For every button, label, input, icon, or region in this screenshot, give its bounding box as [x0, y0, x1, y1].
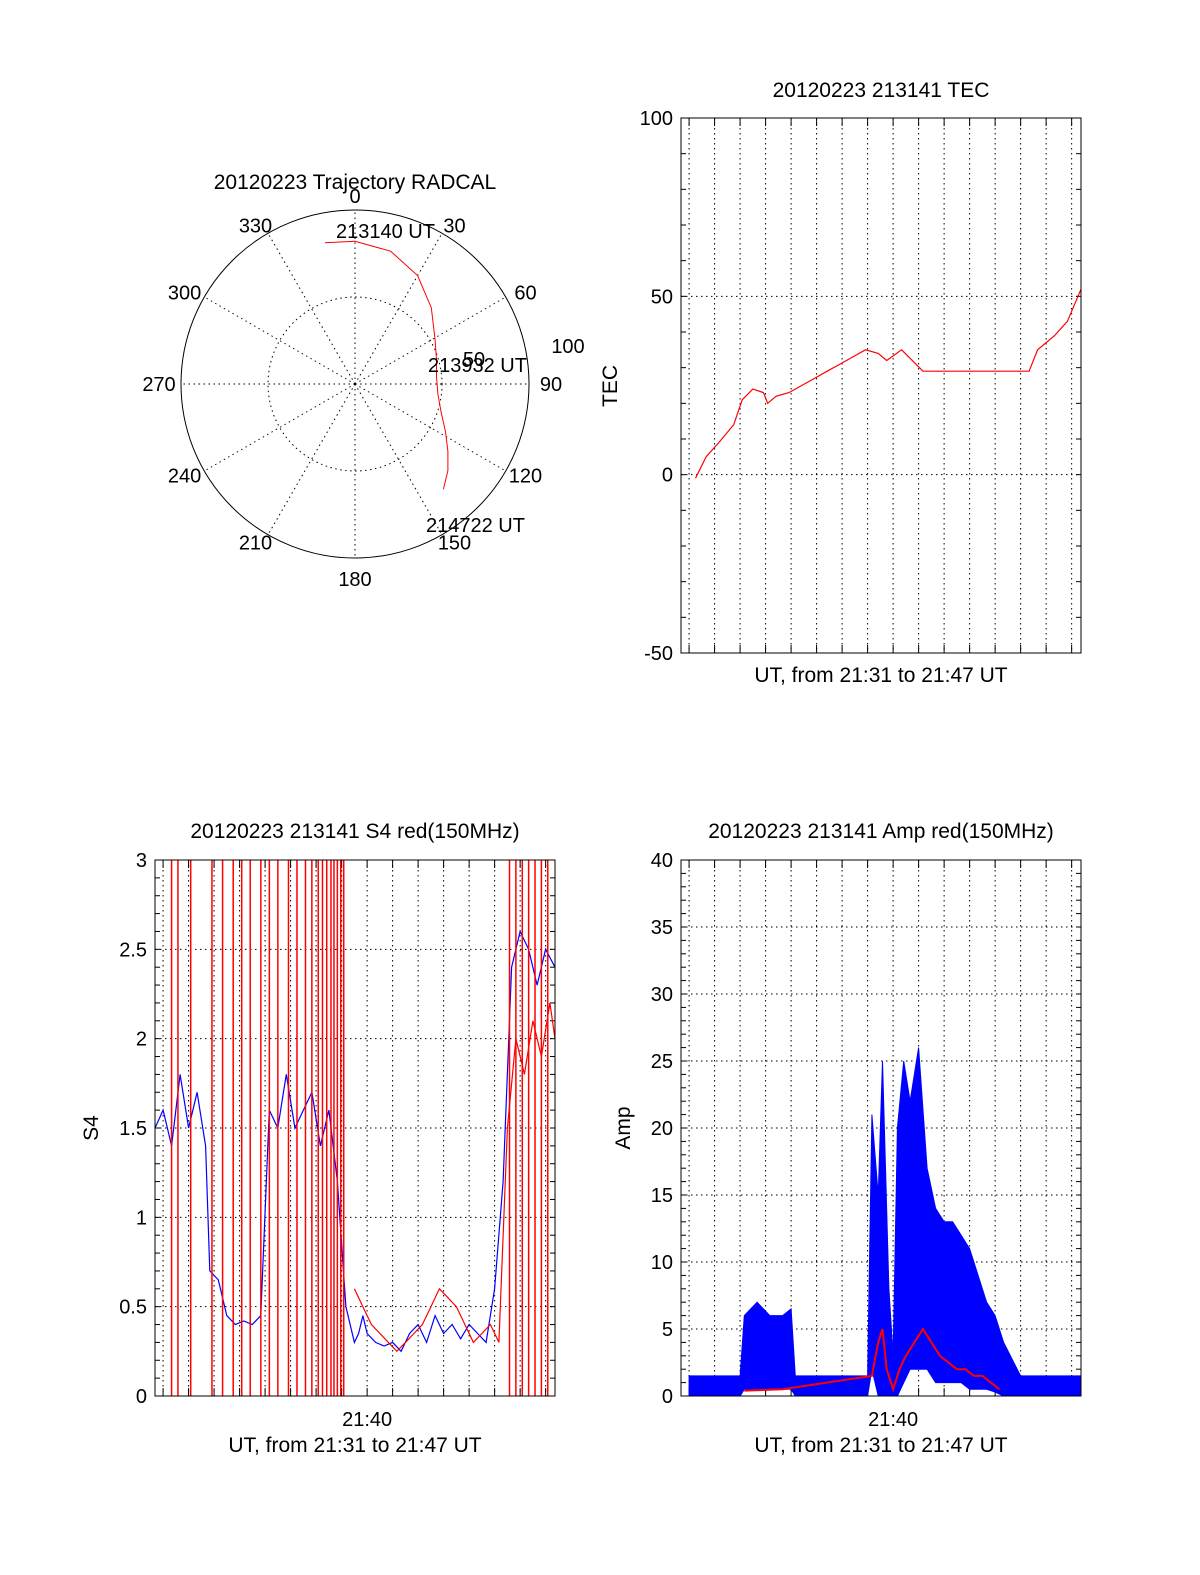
polar-spoke-30	[354, 233, 443, 385]
s4-blue-series-line	[154, 929, 556, 1353]
polar-azimuth-label-330: 330	[239, 216, 272, 238]
s4-x-tick-label: 21:40	[342, 1409, 392, 1431]
polar-azimuth-label-120: 120	[509, 466, 542, 488]
s4-plot-frame	[154, 859, 556, 1397]
polar-azimuth-label-180: 180	[338, 569, 371, 591]
polar-spoke-240	[204, 383, 356, 472]
polar-spoke-330	[267, 233, 356, 385]
polar-ring-50	[267, 296, 443, 472]
s4-y-tick-labels: 0 0.5 1 1.5 2 2.5 3	[119, 850, 147, 1408]
amp-ytick-label-2: 10	[651, 1252, 673, 1274]
polar-spoke-300	[204, 296, 356, 385]
amp-chart: 20120223 213141 Amp red(150MHz) 0 5 10 15 20…	[612, 820, 1082, 1457]
tec-chart: 20120223 213141 TEC -50 0 50 100 UT, from 2…	[599, 79, 1082, 687]
amp-plot-frame	[680, 859, 1082, 1397]
s4-ytick-label-6: 3	[136, 850, 147, 872]
polar-chart-title: 20120223 Trajectory RADCAL	[214, 171, 497, 194]
tec-y-axis-label: TEC	[599, 365, 622, 407]
polar-azimuth-label-240: 240	[168, 466, 201, 488]
s4-ytick-label-3: 1.5	[119, 1118, 147, 1140]
polar-spoke-210	[267, 383, 356, 535]
polar-spoke-150	[354, 383, 443, 535]
s4-gridlines	[155, 860, 555, 1396]
amp-ytick-label-3: 15	[651, 1185, 673, 1207]
polar-azimuth-label-210: 210	[239, 532, 272, 554]
amp-x-axis-label: UT, from 21:31 to 21:47 UT	[754, 1434, 1007, 1457]
polar-outer-ring	[180, 209, 530, 559]
tec-ytick-label-0: -50	[644, 643, 673, 665]
tec-minor-ticks	[681, 117, 1081, 654]
tec-y-tick-labels: -50 0 50 100	[640, 108, 673, 665]
polar-azimuth-label-60: 60	[514, 283, 536, 305]
polar-azimuth-label-300: 300	[168, 283, 201, 305]
polar-annotation-mid: 213932 UT	[428, 355, 527, 377]
polar-trajectory-track	[324, 240, 449, 490]
amp-ytick-label-6: 30	[651, 984, 673, 1006]
polar-spoke-60	[354, 296, 506, 385]
polar-spokes	[181, 210, 529, 558]
s4-chart: 20120223 213141 S4 red(150MHz) 0 0.5 1 1.5 2…	[80, 820, 556, 1457]
s4-minor-ticks	[155, 859, 555, 1397]
amp-blue-series-band	[688, 1047, 1082, 1397]
amp-chart-title: 20120223 213141 Amp red(150MHz)	[708, 820, 1054, 843]
polar-radial-label-100: 100	[551, 336, 584, 358]
s4-y-axis-label: S4	[80, 1115, 103, 1141]
polar-azimuth-labels: 0 30 60 90 120 150 180 210 240 270 300 330	[142, 186, 562, 591]
s4-ytick-label-2: 1	[136, 1207, 147, 1229]
tec-series-line	[694, 288, 1082, 479]
polar-annotation-end: 214722 UT	[426, 515, 525, 537]
s4-chart-title: 20120223 213141 S4 red(150MHz)	[190, 820, 519, 843]
tec-ytick-label-1: 0	[662, 465, 673, 487]
amp-ytick-label-1: 5	[662, 1319, 673, 1341]
s4-ytick-label-1: 0.5	[119, 1297, 147, 1319]
polar-trajectory-chart: 20120223 Trajectory RADCAL 0 30 60 90 120 150…	[142, 171, 584, 591]
polar-azimuth-label-150: 150	[438, 532, 471, 554]
s4-ytick-label-4: 2	[136, 1029, 147, 1051]
tec-chart-title: 20120223 213141 TEC	[773, 79, 990, 102]
amp-ytick-label-4: 20	[651, 1118, 673, 1140]
amp-y-axis-label: Amp	[612, 1106, 635, 1149]
polar-azimuth-label-30: 30	[443, 216, 465, 238]
polar-radial-label-50: 50	[463, 349, 485, 371]
polar-spoke-120	[354, 383, 506, 472]
polar-azimuth-label-90: 90	[540, 374, 562, 396]
s4-red-series-line	[353, 1002, 556, 1353]
amp-red-series-line	[744, 1327, 1001, 1393]
polar-azimuth-label-270: 270	[142, 374, 175, 396]
amp-ytick-label-0: 0	[662, 1386, 673, 1408]
tec-gridlines	[681, 118, 1081, 653]
s4-x-axis-label: UT, from 21:31 to 21:47 UT	[228, 1434, 481, 1457]
polar-azimuth-label-0: 0	[349, 186, 360, 208]
amp-ytick-label-7: 35	[651, 917, 673, 939]
s4-ytick-label-5: 2.5	[119, 939, 147, 961]
amp-series	[688, 1047, 1082, 1397]
amp-x-tick-label: 21:40	[868, 1409, 918, 1431]
tec-ytick-label-3: 100	[640, 108, 673, 130]
amp-ytick-label-8: 40	[651, 850, 673, 872]
tec-plot-frame	[680, 117, 1082, 654]
amp-ytick-label-5: 25	[651, 1051, 673, 1073]
s4-ytick-label-0: 0	[136, 1386, 147, 1408]
tec-x-axis-label: UT, from 21:31 to 21:47 UT	[754, 664, 1007, 687]
amp-y-tick-labels: 0 5 10 15 20 25 30 35 40	[651, 850, 673, 1408]
polar-annotation-start: 213140 UT	[336, 221, 435, 243]
tec-ytick-label-2: 50	[651, 286, 673, 308]
s4-series	[154, 860, 556, 1396]
